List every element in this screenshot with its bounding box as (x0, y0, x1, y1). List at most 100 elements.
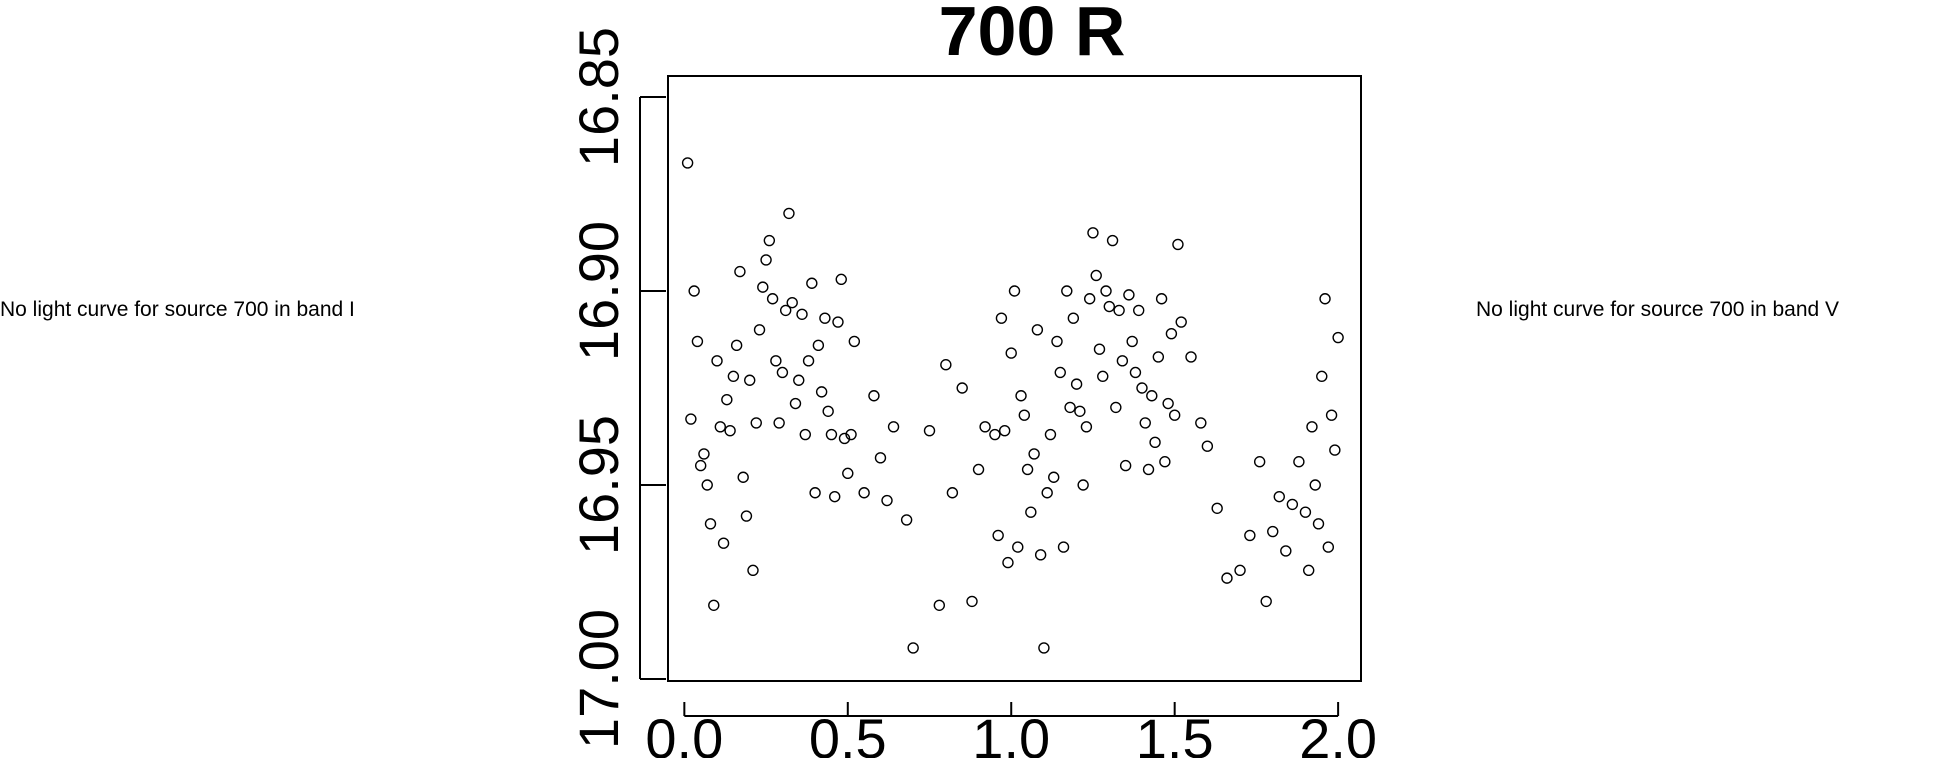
data-point (835, 273, 847, 286)
data-point (711, 355, 723, 367)
data-point (760, 254, 772, 266)
data-point (812, 339, 825, 352)
data-point (1067, 312, 1080, 324)
data-point (1070, 378, 1083, 390)
data-point (786, 296, 798, 309)
data-point (995, 312, 1008, 324)
data-point (701, 479, 713, 491)
data-point (933, 599, 946, 611)
data-point (1113, 304, 1125, 317)
data-point (1012, 541, 1024, 553)
data-point (829, 490, 841, 503)
data-point (832, 316, 844, 328)
data-point (1309, 479, 1321, 491)
data-point (1015, 390, 1027, 402)
data-point (1129, 366, 1142, 379)
data-point (688, 285, 700, 297)
data-point (717, 537, 730, 549)
x-tick-label: 0.5 (809, 707, 887, 758)
data-point (1100, 285, 1112, 297)
y-tick-label: 16.95 (567, 415, 630, 555)
data-point (704, 518, 717, 530)
data-point (838, 432, 851, 445)
data-point (698, 448, 710, 460)
data-point (1185, 351, 1197, 363)
data-point (681, 157, 694, 169)
data-point (1064, 401, 1076, 414)
x-tick-label: 0.0 (645, 707, 723, 758)
data-point (1077, 479, 1089, 491)
data-point (809, 487, 821, 499)
y-tick-label: 16.90 (567, 221, 630, 361)
data-point (1119, 459, 1132, 472)
data-point (1253, 456, 1266, 468)
data-point (1133, 304, 1145, 317)
data-point (1057, 541, 1070, 553)
data-point (1273, 490, 1285, 503)
data-point (1329, 444, 1341, 456)
data-point (1280, 545, 1292, 557)
data-point (1286, 498, 1299, 511)
data-point (1051, 335, 1063, 348)
data-point (1008, 285, 1021, 297)
data-point (1083, 293, 1096, 305)
data-point (881, 494, 893, 507)
data-point (1116, 355, 1129, 367)
data-point (825, 428, 838, 441)
data-point (691, 335, 704, 348)
data-point (1316, 370, 1328, 383)
data-point (1165, 327, 1178, 340)
data-point (1061, 285, 1073, 297)
data-point (946, 487, 959, 499)
data-point (1302, 564, 1315, 577)
data-point (1044, 428, 1057, 441)
data-point (1018, 409, 1031, 421)
data-point (1322, 541, 1335, 553)
data-point (1142, 463, 1155, 476)
data-point (900, 514, 913, 526)
data-point (1149, 436, 1161, 449)
data-point (966, 595, 978, 608)
data-point (1103, 300, 1115, 313)
data-point (992, 529, 1004, 542)
data-point (998, 424, 1011, 437)
data-point (907, 642, 919, 654)
data-point (1159, 456, 1171, 468)
data-point (796, 308, 808, 320)
data-point (747, 564, 759, 577)
data-point (789, 397, 802, 410)
data-point (1123, 289, 1135, 301)
data-point (737, 471, 749, 483)
data-point (848, 335, 861, 348)
data-point (1234, 564, 1246, 577)
data-point (802, 355, 815, 367)
data-point (989, 428, 1001, 441)
data-point (766, 293, 779, 305)
data-point (887, 421, 900, 433)
data-point (1221, 572, 1233, 584)
data-point (1195, 417, 1207, 429)
data-point (1201, 440, 1214, 452)
data-point (721, 393, 733, 406)
data-point (979, 421, 991, 433)
data-point (1146, 390, 1158, 402)
data-point (1093, 343, 1106, 355)
data-point (1074, 405, 1086, 417)
data-point (1260, 595, 1272, 608)
data-point (972, 463, 985, 476)
data-point (1306, 421, 1318, 433)
data-point (868, 390, 880, 402)
data-point (708, 599, 720, 611)
data-points (681, 157, 1344, 654)
data-point (815, 386, 828, 398)
data-point (1110, 401, 1122, 414)
data-point (1168, 409, 1181, 421)
data-point (1332, 331, 1344, 344)
data-point (1152, 351, 1165, 363)
data-point (694, 459, 707, 472)
data-point (1319, 293, 1331, 305)
data-point (724, 424, 736, 437)
data-point (1031, 324, 1044, 336)
data-point (1090, 269, 1102, 282)
y-axis: 16.85 16.90 16.95 17.00 (567, 27, 666, 749)
